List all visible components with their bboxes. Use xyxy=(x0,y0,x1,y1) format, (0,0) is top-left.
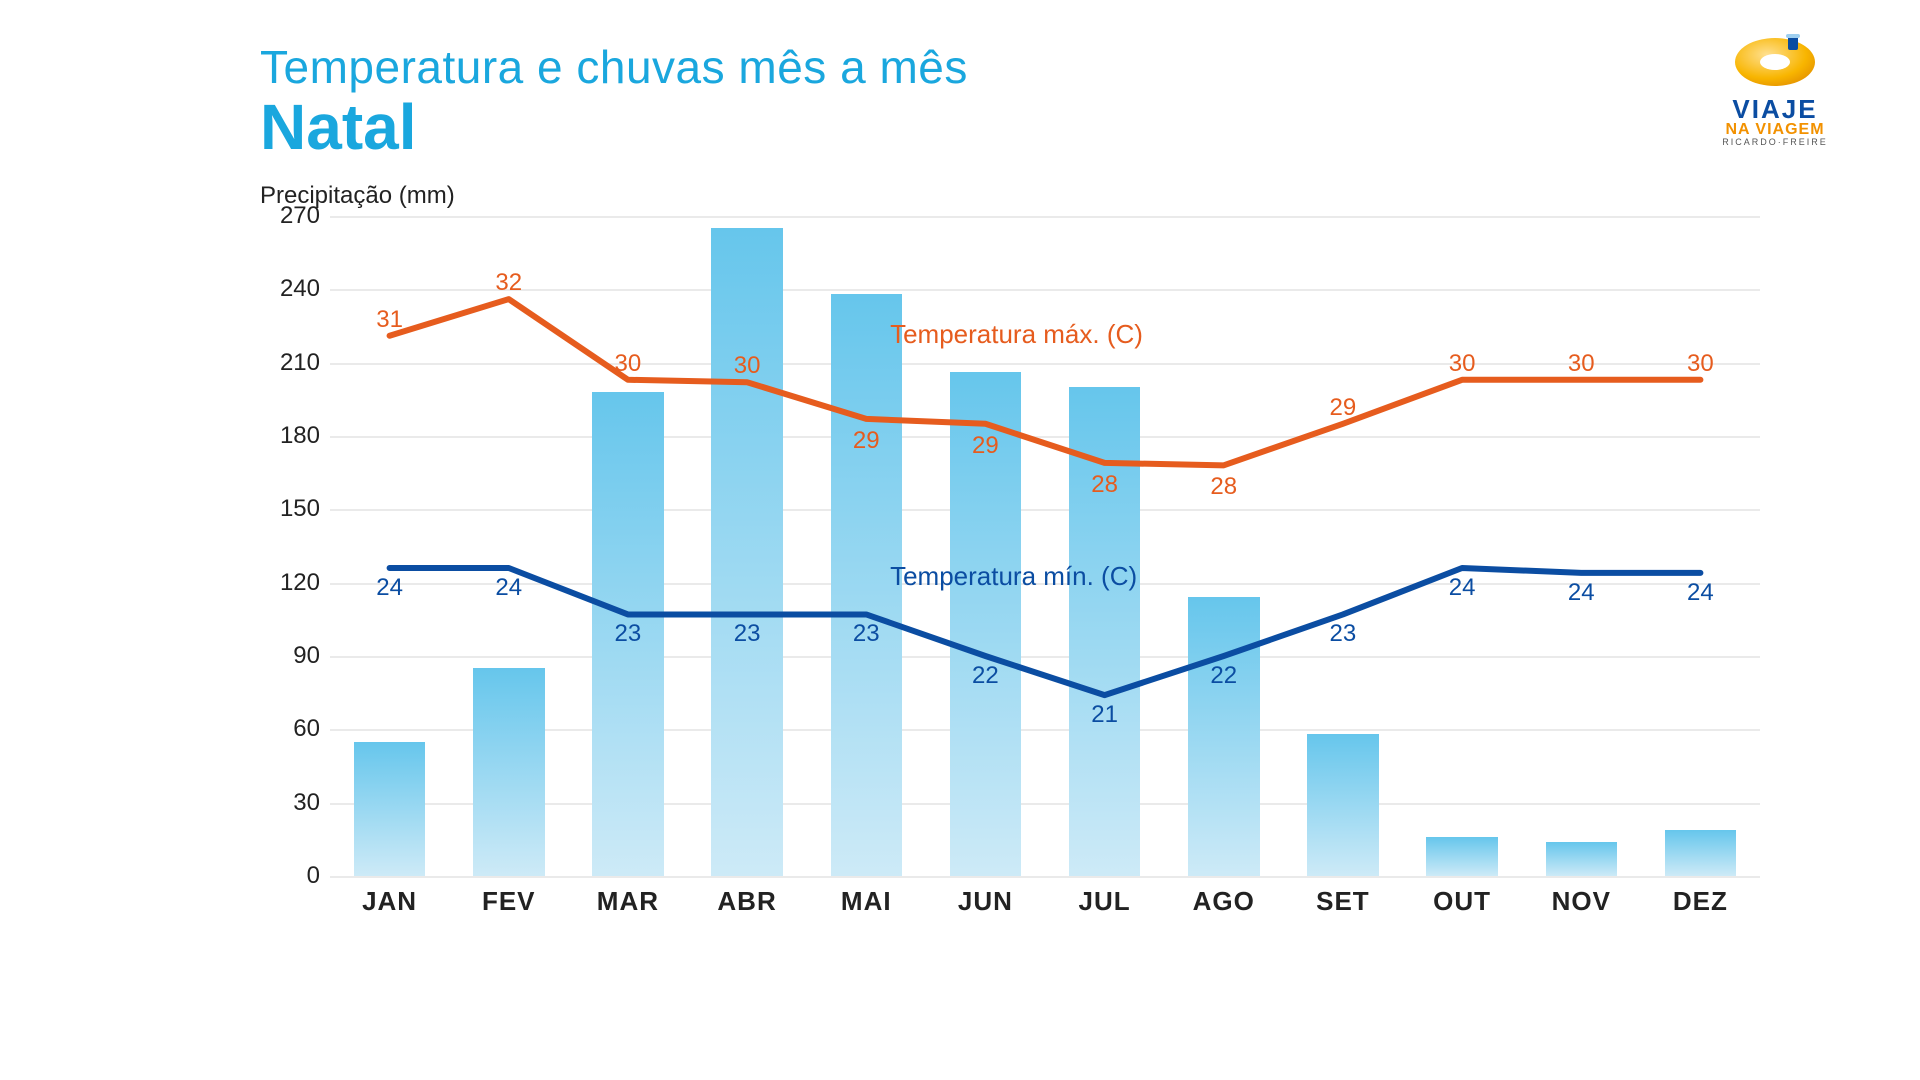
temp-min-label: 24 xyxy=(376,574,403,602)
temp-max-label: 31 xyxy=(376,306,403,334)
y-tick-label: 0 xyxy=(260,862,320,890)
x-tick-label: AGO xyxy=(1193,886,1255,917)
x-tick-label: MAI xyxy=(841,886,892,917)
y-tick-label: 60 xyxy=(260,715,320,743)
x-tick-label: DEZ xyxy=(1673,886,1728,917)
y-tick-label: 30 xyxy=(260,789,320,817)
x-tick-label: OUT xyxy=(1433,886,1491,917)
y-tick-label: 120 xyxy=(260,569,320,597)
x-axis: JAN FEV MAR ABR MAI JUN JUL AGO SET OUT NOV DEZ xyxy=(330,886,1760,926)
temp-min-label: 24 xyxy=(1568,579,1595,607)
temp-max-label: 29 xyxy=(972,432,999,460)
temp-max-label: 28 xyxy=(1091,471,1118,499)
temp-max-label: 30 xyxy=(734,352,761,380)
lines-layer xyxy=(330,216,1760,876)
temp-min-label: 22 xyxy=(1210,662,1237,690)
temp-min-label: 23 xyxy=(615,620,642,648)
chart-title-line1: Temperatura e chuvas mês a mês xyxy=(260,40,1800,94)
temp-min-label: 24 xyxy=(1449,574,1476,602)
temp-min-label: 23 xyxy=(853,620,880,648)
y-tick-label: 240 xyxy=(260,275,320,303)
temp-min-label: 23 xyxy=(1330,620,1357,648)
y-tick-label: 90 xyxy=(260,642,320,670)
temp-max-label: 30 xyxy=(1568,350,1595,378)
temp-min-label: 24 xyxy=(495,574,522,602)
temp-max-label: 30 xyxy=(615,350,642,378)
legend-temp-max: Temperatura máx. (C) xyxy=(890,319,1143,350)
x-tick-label: FEV xyxy=(482,886,536,917)
temp-min-label: 22 xyxy=(972,662,999,690)
brand-logo: VIAJE NA VIAGEM RICARDO·FREIRE xyxy=(1700,30,1850,147)
y-tick-label: 180 xyxy=(260,422,320,450)
grid-line xyxy=(330,876,1760,878)
x-tick-label: MAR xyxy=(597,886,659,917)
y-tick-label: 150 xyxy=(260,495,320,523)
y-axis-label: Precipitação (mm) xyxy=(260,182,1800,210)
y-tick-label: 210 xyxy=(260,349,320,377)
plot-area: 31 32 30 30 29 29 28 28 29 30 30 30 24 24 23 23 23 22 21 22… xyxy=(330,216,1760,876)
chart-title-line2: Natal xyxy=(260,90,1800,164)
temp-max-label: 29 xyxy=(853,427,880,455)
float-icon xyxy=(1730,30,1820,90)
x-tick-label: ABR xyxy=(717,886,776,917)
x-tick-label: JUL xyxy=(1079,886,1131,917)
y-tick-label: 270 xyxy=(260,202,320,230)
x-tick-label: JUN xyxy=(958,886,1013,917)
x-tick-label: NOV xyxy=(1552,886,1611,917)
temp-max-label: 30 xyxy=(1687,350,1714,378)
temp-max-label: 32 xyxy=(495,269,522,297)
x-tick-label: SET xyxy=(1316,886,1370,917)
legend-temp-min: Temperatura mín. (C) xyxy=(890,561,1137,592)
temp-max-label: 29 xyxy=(1330,394,1357,422)
temp-max-label: 30 xyxy=(1449,350,1476,378)
temp-min-label: 24 xyxy=(1687,579,1714,607)
temp-min-label: 23 xyxy=(734,620,761,648)
logo-text-3: RICARDO·FREIRE xyxy=(1700,137,1850,147)
temp-max-label: 28 xyxy=(1210,473,1237,501)
chart-area: 0306090120150180210240270 31323030292928… xyxy=(260,216,1780,936)
x-tick-label: JAN xyxy=(362,886,417,917)
temp-min-label: 21 xyxy=(1091,701,1118,729)
